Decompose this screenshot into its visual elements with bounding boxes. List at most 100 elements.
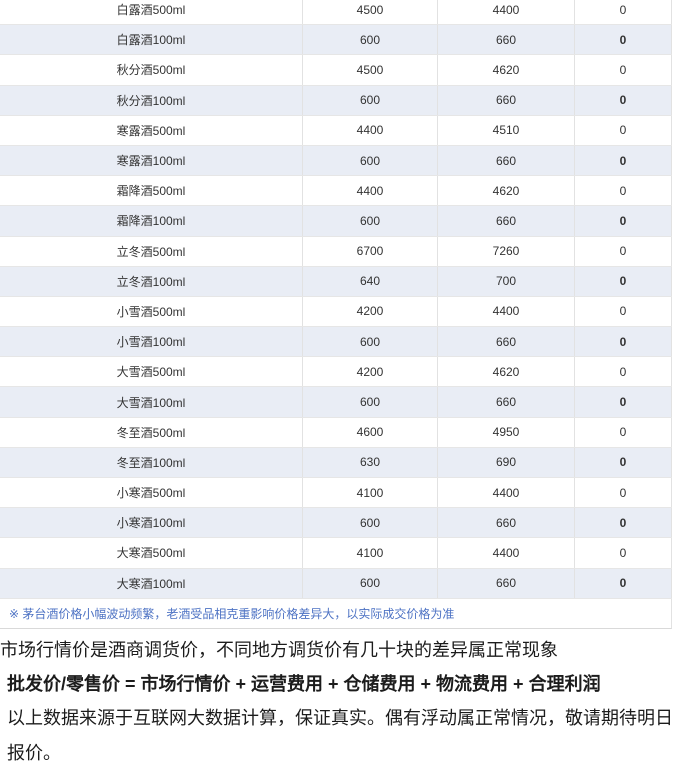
footer-notes: 市场行情价是酒商调货价，不同地方调货价有几十块的差异属正常现象 批发价/零售价 … — [0, 633, 676, 771]
price-3-cell: 0 — [575, 417, 672, 447]
price-3-cell: 0 — [575, 176, 672, 206]
price-1-cell: 4200 — [303, 296, 438, 327]
price-3-cell: 0 — [575, 327, 672, 357]
price-1-cell: 600 — [303, 206, 438, 236]
price-1-cell: 4600 — [303, 417, 438, 447]
price-1-cell: 4500 — [303, 0, 438, 25]
price-2-cell: 4620 — [438, 55, 575, 85]
price-1-cell: 600 — [303, 25, 438, 55]
price-2-cell: 4950 — [438, 417, 575, 447]
table-row: 大寒酒500ml 4100 4400 0 — [0, 538, 672, 569]
price-2-cell: 660 — [438, 387, 575, 417]
product-name-cell: 秋分酒500ml — [0, 55, 303, 85]
product-name-cell: 小寒酒500ml — [0, 478, 303, 508]
price-3-cell: 0 — [575, 0, 672, 25]
price-3-cell: 0 — [575, 357, 672, 387]
price-2-cell: 700 — [438, 266, 575, 296]
price-2-cell: 7260 — [438, 236, 575, 266]
price-table-body: 白露酒500ml 4500 4400 0 白露酒100ml 600 660 0 … — [0, 0, 672, 599]
table-row: 小寒酒100ml 600 660 0 — [0, 508, 672, 539]
price-2-cell: 660 — [438, 568, 575, 598]
price-2-cell: 4620 — [438, 176, 575, 206]
price-1-cell: 4400 — [303, 115, 438, 145]
price-3-cell: 0 — [575, 478, 672, 508]
footer-data-source-line1: 以上数据来源于互联网大数据计算，保证真实。偶有浮动属正常情况，敬请期待明日 — [7, 707, 673, 728]
price-3-cell: 0 — [575, 85, 672, 115]
price-1-cell: 640 — [303, 266, 438, 296]
price-3-cell: 0 — [575, 145, 672, 176]
price-2-cell: 660 — [438, 327, 575, 357]
footer-data-source-line2: 报价。 — [7, 742, 61, 763]
table-row: 大雪酒500ml 4200 4620 0 — [0, 357, 672, 388]
price-1-cell: 630 — [303, 447, 438, 477]
price-2-cell: 4400 — [438, 0, 575, 25]
table-row: 立冬酒500ml 6700 7260 0 — [0, 236, 672, 267]
price-1-cell: 600 — [303, 387, 438, 417]
price-3-cell: 0 — [575, 25, 672, 55]
price-3-cell: 0 — [575, 296, 672, 327]
table-row: 霜降酒100ml 600 660 0 — [0, 206, 672, 237]
price-3-cell: 0 — [575, 508, 672, 538]
product-name-cell: 白露酒100ml — [0, 25, 303, 55]
footer-price-formula: 批发价/零售价 = 市场行情价 + 运营费用 + 仓储费用 + 物流费用 + 合… — [7, 673, 601, 694]
table-row: 大寒酒100ml 600 660 0 — [0, 568, 672, 599]
price-2-cell: 4400 — [438, 296, 575, 327]
product-name-cell: 小雪酒100ml — [0, 327, 303, 357]
price-1-cell: 4400 — [303, 176, 438, 206]
price-1-cell: 6700 — [303, 236, 438, 266]
price-3-cell: 0 — [575, 236, 672, 266]
price-3-cell: 0 — [575, 568, 672, 598]
price-2-cell: 4510 — [438, 115, 575, 145]
product-name-cell: 冬至酒100ml — [0, 447, 303, 477]
table-row: 大雪酒100ml 600 660 0 — [0, 387, 672, 418]
price-3-cell: 0 — [575, 447, 672, 477]
product-name-cell: 大寒酒500ml — [0, 538, 303, 568]
table-row: 冬至酒100ml 630 690 0 — [0, 447, 672, 478]
table-row: 秋分酒500ml 4500 4620 0 — [0, 55, 672, 86]
table-row: 寒露酒500ml 4400 4510 0 — [0, 115, 672, 146]
price-1-cell: 600 — [303, 568, 438, 598]
price-2-cell: 690 — [438, 447, 575, 477]
price-2-cell: 4400 — [438, 538, 575, 568]
product-name-cell: 大寒酒100ml — [0, 568, 303, 598]
product-name-cell: 冬至酒500ml — [0, 417, 303, 447]
product-name-cell: 小寒酒100ml — [0, 508, 303, 538]
price-2-cell: 660 — [438, 25, 575, 55]
price-3-cell: 0 — [575, 387, 672, 417]
price-3-cell: 0 — [575, 115, 672, 145]
price-2-cell: 660 — [438, 206, 575, 236]
price-2-cell: 4400 — [438, 478, 575, 508]
table-row: 白露酒500ml 4500 4400 0 — [0, 0, 672, 26]
table-row: 霜降酒500ml 4400 4620 0 — [0, 176, 672, 207]
table-row: 小寒酒500ml 4100 4400 0 — [0, 478, 672, 509]
price-1-cell: 4100 — [303, 478, 438, 508]
product-name-cell: 立冬酒500ml — [0, 236, 303, 266]
product-name-cell: 小雪酒500ml — [0, 296, 303, 327]
price-3-cell: 0 — [575, 206, 672, 236]
table-row: 立冬酒100ml 640 700 0 — [0, 266, 672, 297]
price-3-cell: 0 — [575, 55, 672, 85]
price-3-cell: 0 — [575, 266, 672, 296]
price-1-cell: 600 — [303, 85, 438, 115]
table-row: 冬至酒500ml 4600 4950 0 — [0, 417, 672, 448]
product-name-cell: 立冬酒100ml — [0, 266, 303, 296]
price-3-cell: 0 — [575, 538, 672, 568]
product-name-cell: 大雪酒500ml — [0, 357, 303, 387]
price-1-cell: 4200 — [303, 357, 438, 387]
price-2-cell: 660 — [438, 85, 575, 115]
product-name-cell: 寒露酒100ml — [0, 145, 303, 176]
table-row: 秋分酒100ml 600 660 0 — [0, 85, 672, 116]
table-row: 小雪酒100ml 600 660 0 — [0, 327, 672, 358]
product-name-cell: 大雪酒100ml — [0, 387, 303, 417]
footer-market-price-note: 市场行情价是酒商调货价，不同地方调货价有几十块的差异属正常现象 — [0, 639, 558, 660]
product-name-cell: 白露酒500ml — [0, 0, 303, 25]
product-name-cell: 霜降酒100ml — [0, 206, 303, 236]
price-table: 白露酒500ml 4500 4400 0 白露酒100ml 600 660 0 … — [0, 0, 672, 629]
table-row: 寒露酒100ml 600 660 0 — [0, 145, 672, 177]
price-1-cell: 600 — [303, 327, 438, 357]
product-name-cell: 寒露酒500ml — [0, 115, 303, 145]
product-name-cell: 秋分酒100ml — [0, 85, 303, 115]
price-1-cell: 4500 — [303, 55, 438, 85]
price-note: ※ 茅台酒价格小幅波动频繁，老酒受品相克重影响价格差异大，以实际成交价格为准 — [0, 598, 672, 629]
table-row: 白露酒100ml 600 660 0 — [0, 25, 672, 56]
